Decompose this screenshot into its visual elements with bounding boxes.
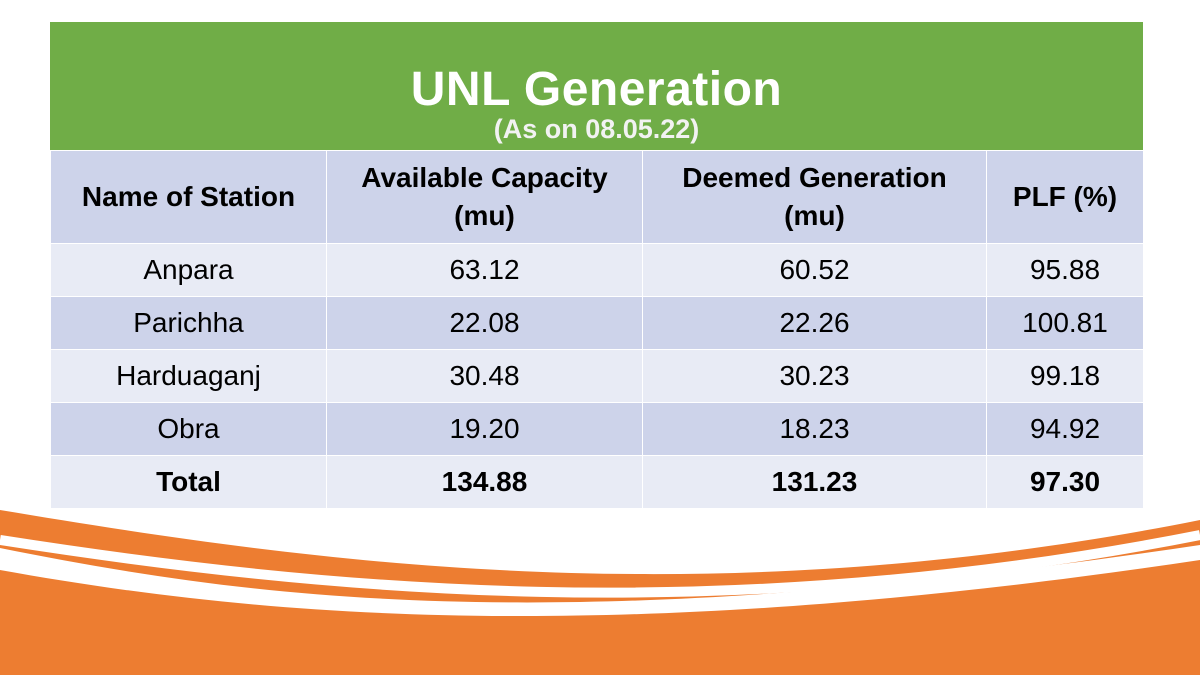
total-plf: 97.30	[986, 455, 1144, 509]
cell-station: Anpara	[50, 243, 327, 297]
column-header-station: Name of Station	[50, 150, 327, 244]
cell-station: Harduaganj	[50, 349, 327, 403]
total-label: Total	[50, 455, 327, 509]
cell-plf: 100.81	[986, 296, 1144, 350]
table-row: Parichha 22.08 22.26 100.81	[50, 296, 1144, 350]
generation-card: UNL Generation (As on 08.05.22) Name of …	[50, 22, 1144, 509]
total-available: 134.88	[326, 455, 643, 509]
swoosh-inner-cut	[0, 545, 1200, 617]
cell-plf: 95.88	[986, 243, 1144, 297]
page-title: UNL Generation	[410, 63, 783, 116]
total-deemed: 131.23	[642, 455, 987, 509]
cell-plf: 94.92	[986, 402, 1144, 456]
column-header-deemed-generation: Deemed Generation (mu)	[642, 150, 987, 244]
table-row: Anpara 63.12 60.52 95.88	[50, 243, 1144, 297]
as-on-date: (As on 08.05.22)	[493, 114, 700, 144]
cell-available: 30.48	[326, 349, 643, 403]
column-header-unit: (mu)	[784, 200, 845, 231]
table-total-row: Total 134.88 131.23 97.30	[50, 455, 1144, 509]
cell-available: 63.12	[326, 243, 643, 297]
column-header-label: Available Capacity	[361, 162, 608, 193]
table-header-row: Name of Station Available Capacity (mu) …	[50, 150, 1144, 244]
cell-deemed: 60.52	[642, 243, 987, 297]
cell-deemed: 22.26	[642, 296, 987, 350]
swoosh-highlight	[0, 530, 1200, 598]
cell-available: 22.08	[326, 296, 643, 350]
title-banner: UNL Generation (As on 08.05.22)	[50, 22, 1143, 150]
column-header-label: Name of Station	[81, 181, 296, 212]
cell-available: 19.20	[326, 402, 643, 456]
column-header-available-capacity: Available Capacity (mu)	[326, 150, 643, 244]
column-header-unit: (mu)	[454, 200, 515, 231]
cell-deemed: 18.23	[642, 402, 987, 456]
column-header-plf: PLF (%)	[986, 150, 1144, 244]
generation-table: Name of Station Available Capacity (mu) …	[50, 150, 1144, 509]
cell-plf: 99.18	[986, 349, 1144, 403]
table-row: Harduaganj 30.48 30.23 99.18	[50, 349, 1144, 403]
column-header-label: PLF (%)	[1012, 181, 1118, 212]
table-row: Obra 19.20 18.23 94.92	[50, 402, 1144, 456]
cell-deemed: 30.23	[642, 349, 987, 403]
column-header-label: Deemed Generation	[682, 162, 947, 193]
cell-station: Parichha	[50, 296, 327, 350]
cell-station: Obra	[50, 402, 327, 456]
